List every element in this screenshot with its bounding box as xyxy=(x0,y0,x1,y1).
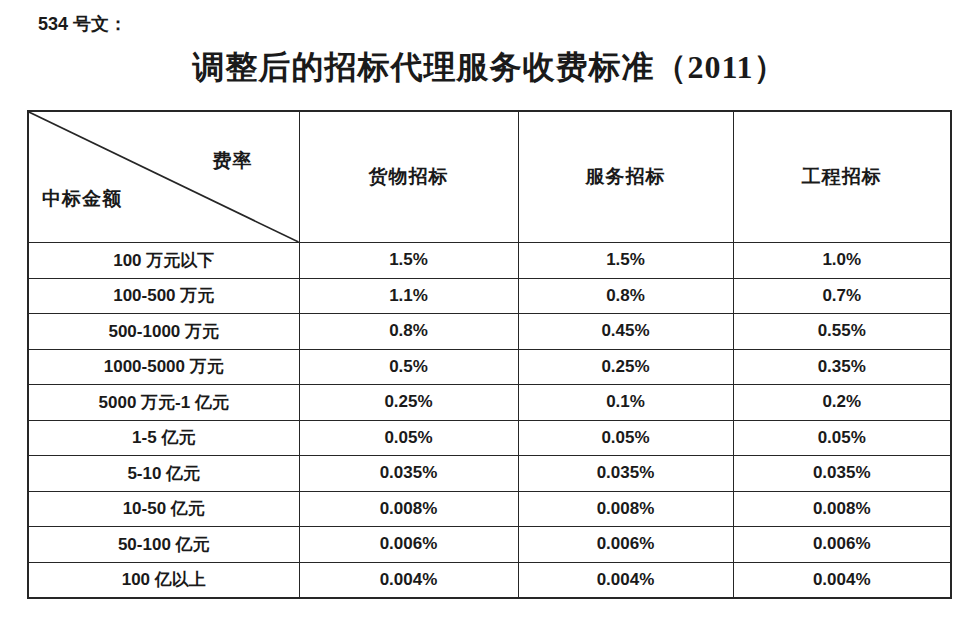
rate-cell: 0.05% xyxy=(518,420,733,456)
rate-cell: 0.006% xyxy=(518,527,733,563)
corner-label-rate: 费率 xyxy=(213,148,253,174)
row-label: 10-50 亿元 xyxy=(28,491,299,527)
rate-cell: 0.7% xyxy=(733,278,951,314)
rate-cell: 0.035% xyxy=(733,456,951,492)
row-label: 100 万元以下 xyxy=(28,243,299,279)
rate-cell: 0.004% xyxy=(518,562,733,598)
table-row: 5-10 亿元 0.035% 0.035% 0.035% xyxy=(28,456,951,492)
table-row: 100-500 万元 1.1% 0.8% 0.7% xyxy=(28,278,951,314)
rate-cell: 0.1% xyxy=(518,385,733,421)
rate-cell: 1.5% xyxy=(299,243,518,279)
row-label: 500-1000 万元 xyxy=(28,314,299,350)
rate-cell: 0.8% xyxy=(518,278,733,314)
table-row: 1000-5000 万元 0.5% 0.25% 0.35% xyxy=(28,349,951,385)
rate-cell: 0.8% xyxy=(299,314,518,350)
table-row: 100 万元以下 1.5% 1.5% 1.0% xyxy=(28,243,951,279)
rate-cell: 0.25% xyxy=(518,349,733,385)
table-row: 500-1000 万元 0.8% 0.45% 0.55% xyxy=(28,314,951,350)
rate-cell: 0.5% xyxy=(299,349,518,385)
header-row: 费率 中标金额 货物招标 服务招标 工程招标 xyxy=(28,111,951,243)
page-title: 调整后的招标代理服务收费标准（2011） xyxy=(0,46,979,90)
column-header-service-bidding: 服务招标 xyxy=(518,111,733,243)
row-label: 5000 万元-1 亿元 xyxy=(28,385,299,421)
table-row: 100 亿以上 0.004% 0.004% 0.004% xyxy=(28,562,951,598)
rate-cell: 1.5% xyxy=(518,243,733,279)
doc-ref-label: 534 号文： xyxy=(38,12,127,36)
rate-cell: 1.1% xyxy=(299,278,518,314)
row-label: 100 亿以上 xyxy=(28,562,299,598)
rate-cell: 0.55% xyxy=(733,314,951,350)
rate-cell: 0.035% xyxy=(299,456,518,492)
rate-cell: 0.004% xyxy=(733,562,951,598)
rate-cell: 0.035% xyxy=(518,456,733,492)
table-row: 5000 万元-1 亿元 0.25% 0.1% 0.2% xyxy=(28,385,951,421)
rate-cell: 0.006% xyxy=(733,527,951,563)
rate-cell: 0.25% xyxy=(299,385,518,421)
row-label: 50-100 亿元 xyxy=(28,527,299,563)
rate-cell: 0.004% xyxy=(299,562,518,598)
rate-cell: 0.006% xyxy=(299,527,518,563)
corner-label-amount: 中标金额 xyxy=(42,186,122,212)
row-label: 1000-5000 万元 xyxy=(28,349,299,385)
row-label: 1-5 亿元 xyxy=(28,420,299,456)
rate-cell: 0.2% xyxy=(733,385,951,421)
column-header-goods-bidding: 货物招标 xyxy=(299,111,518,243)
row-label: 5-10 亿元 xyxy=(28,456,299,492)
rate-cell: 0.05% xyxy=(299,420,518,456)
rate-cell: 0.008% xyxy=(733,491,951,527)
rate-cell: 0.05% xyxy=(733,420,951,456)
rate-cell: 1.0% xyxy=(733,243,951,279)
table-row: 50-100 亿元 0.006% 0.006% 0.006% xyxy=(28,527,951,563)
rate-cell: 0.008% xyxy=(518,491,733,527)
rate-cell: 0.35% xyxy=(733,349,951,385)
rate-cell: 0.45% xyxy=(518,314,733,350)
table-row: 10-50 亿元 0.008% 0.008% 0.008% xyxy=(28,491,951,527)
diagonal-divider-line xyxy=(29,112,299,242)
row-label: 100-500 万元 xyxy=(28,278,299,314)
corner-header-cell: 费率 中标金额 xyxy=(28,111,299,243)
document-page: 534 号文： 调整后的招标代理服务收费标准（2011） 费率 中标金额 货物招… xyxy=(0,0,979,629)
rate-cell: 0.008% xyxy=(299,491,518,527)
fee-table: 费率 中标金额 货物招标 服务招标 工程招标 100 万元以下 1.5% 1.5… xyxy=(27,110,952,599)
column-header-engineering-bidding: 工程招标 xyxy=(733,111,951,243)
table-row: 1-5 亿元 0.05% 0.05% 0.05% xyxy=(28,420,951,456)
